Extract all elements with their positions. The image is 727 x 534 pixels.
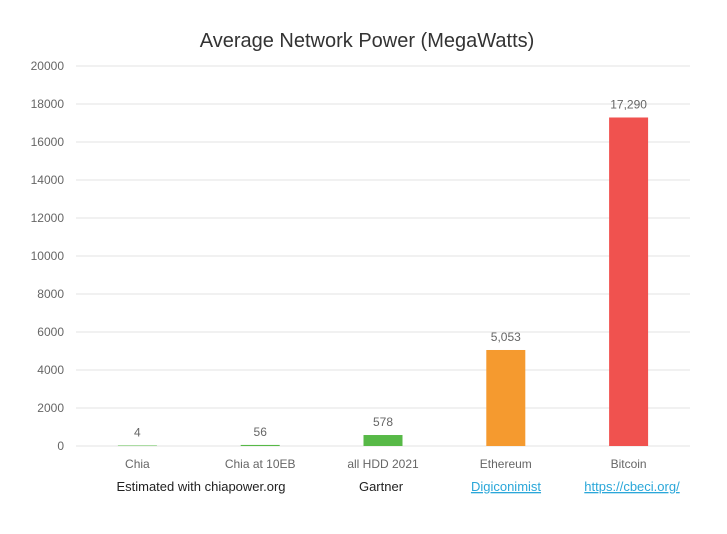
gridlines (76, 65, 690, 447)
x-tick-label: Chia (125, 457, 150, 471)
y-tick-label: 0 (57, 439, 64, 453)
x-tick-label: all HDD 2021 (347, 457, 419, 471)
x-tick-label: Chia at 10EB (225, 457, 296, 471)
y-tick-label: 18000 (31, 97, 65, 111)
x-axis-categories: Chia Chia at 10EB all HDD 2021 Ethereum Bitc… (125, 457, 647, 471)
source-gartner: Gartner (359, 479, 404, 494)
y-tick-label: 20000 (31, 59, 65, 73)
source-link-digiconomist[interactable]: Digiconimist (471, 479, 541, 494)
y-tick-label: 2000 (37, 401, 64, 415)
data-label: 17,290 (610, 97, 647, 111)
source-link-cbeci[interactable]: https://cbeci.org/ (584, 479, 680, 494)
y-tick-label: 16000 (31, 135, 65, 149)
data-label: 578 (373, 415, 393, 429)
data-labels: 4 56 578 5,053 17,290 (134, 97, 647, 439)
y-tick-label: 8000 (37, 287, 64, 301)
x-tick-label: Ethereum (480, 457, 532, 471)
y-tick-label: 6000 (37, 325, 64, 339)
bar (240, 444, 280, 446)
x-tick-label: Bitcoin (611, 457, 647, 471)
bar (486, 349, 526, 446)
data-label: 5,053 (491, 330, 521, 344)
y-tick-label: 14000 (31, 173, 65, 187)
y-tick-label: 12000 (31, 211, 65, 225)
data-label: 56 (254, 425, 268, 439)
chart-title: Average Network Power (MegaWatts) (200, 30, 535, 52)
bars (117, 117, 649, 447)
bar (609, 117, 649, 447)
source-chiapower: Estimated with chiapower.org (116, 479, 285, 494)
bar (363, 435, 403, 446)
y-tick-label: 10000 (31, 249, 65, 263)
y-axis-ticks: 0 2000 4000 6000 8000 10000 12000 14000 16000 180… (31, 59, 65, 453)
bar (117, 445, 157, 446)
data-label: 4 (134, 426, 141, 440)
y-tick-label: 4000 (37, 363, 64, 377)
